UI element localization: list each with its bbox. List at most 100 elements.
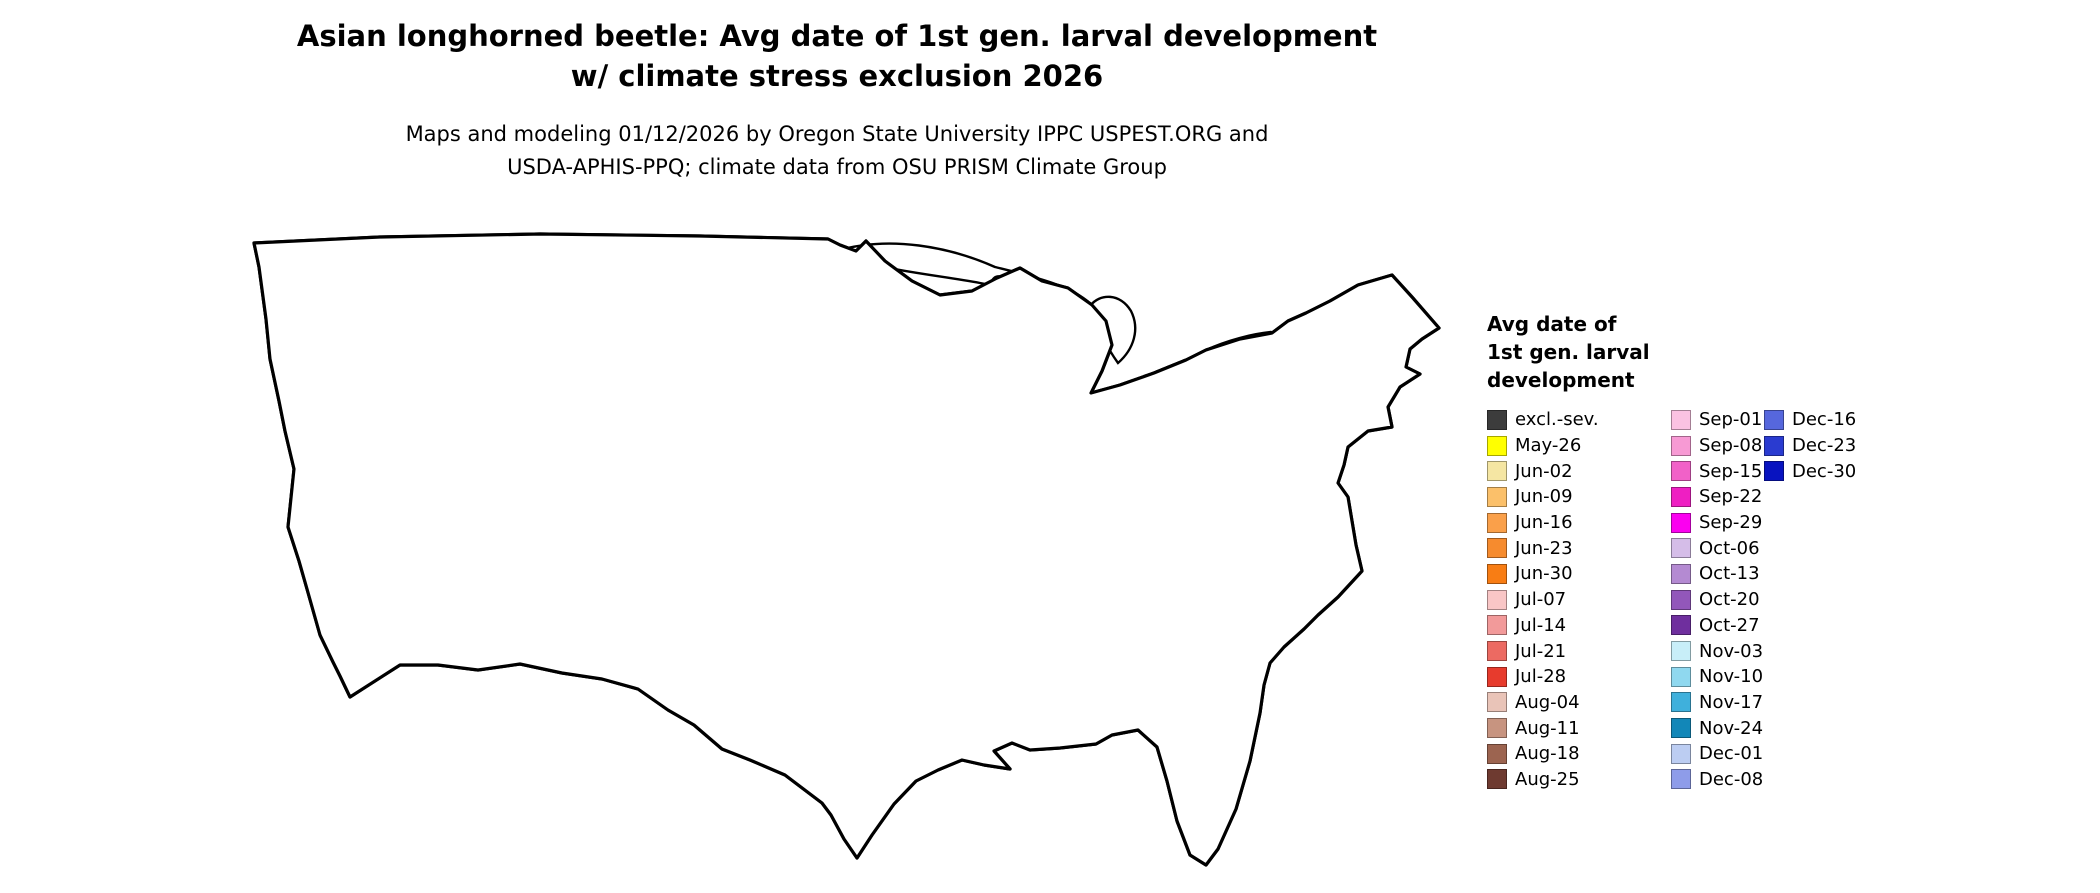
legend-row: Sep-22 [1671, 484, 1763, 510]
legend-label: Jul-21 [1515, 640, 1567, 662]
legend-row: Aug-11 [1487, 715, 1599, 741]
legend-swatch [1671, 589, 1691, 610]
legend-row: Jun-16 [1487, 510, 1599, 536]
legend-label: Nov-17 [1699, 691, 1764, 713]
legend-swatch [1487, 641, 1507, 662]
legend-row: May-26 [1487, 433, 1599, 459]
legend-label: Oct-20 [1699, 589, 1760, 611]
legend-row: Jun-02 [1487, 458, 1599, 484]
legend-row: Oct-20 [1671, 587, 1763, 613]
legend-row: Aug-25 [1487, 767, 1599, 793]
legend-swatch [1671, 512, 1691, 533]
legend-swatch [1487, 486, 1507, 507]
legend-label: Dec-01 [1699, 743, 1764, 765]
legend-label: excl.-sev. [1515, 409, 1599, 431]
legend-row: Sep-08 [1671, 433, 1763, 459]
legend-row: Aug-18 [1487, 741, 1599, 767]
legend-label: Sep-22 [1699, 486, 1763, 508]
legend-label: Sep-01 [1699, 409, 1763, 431]
legend-swatch [1764, 409, 1784, 430]
legend-row: Aug-04 [1487, 690, 1599, 716]
us-map [240, 221, 1465, 889]
subtitle-line-2: USDA-APHIS-PPQ; climate data from OSU PR… [507, 155, 1167, 179]
legend-swatch [1671, 743, 1691, 764]
legend-swatch [1671, 718, 1691, 739]
legend-swatch [1671, 769, 1691, 790]
legend-row: Dec-23 [1764, 433, 1856, 459]
legend-swatch [1764, 435, 1784, 456]
subtitle-line-1: Maps and modeling 01/12/2026 by Oregon S… [405, 122, 1269, 146]
legend-label: Jun-30 [1515, 563, 1573, 585]
legend-row: Sep-29 [1671, 510, 1763, 536]
title-line-2: w/ climate stress exclusion 2026 [570, 59, 1104, 93]
legend-row: Sep-15 [1671, 458, 1763, 484]
legend-row: Nov-24 [1671, 715, 1763, 741]
legend-label: Oct-06 [1699, 537, 1760, 559]
legend-swatch [1671, 615, 1691, 636]
legend-swatch [1671, 563, 1691, 584]
legend-swatch [1487, 512, 1507, 533]
legend-row: Jul-14 [1487, 613, 1599, 639]
legend-title-line-2: 1st gen. larval [1487, 340, 1650, 364]
legend-label: Jul-14 [1515, 614, 1567, 636]
title-line-1: Asian longhorned beetle: Avg date of 1st… [296, 19, 1378, 53]
legend-label: Oct-27 [1699, 614, 1760, 636]
legend-swatch [1487, 743, 1507, 764]
legend-label: Dec-23 [1792, 435, 1857, 457]
legend-row: Jul-21 [1487, 638, 1599, 664]
legend-title-line-3: development [1487, 368, 1635, 392]
legend-swatch [1487, 666, 1507, 687]
legend-label: Jun-16 [1515, 512, 1573, 534]
legend-label: Nov-03 [1699, 640, 1764, 662]
legend-row: Jul-07 [1487, 587, 1599, 613]
legend-swatch [1487, 435, 1507, 456]
subtitle: Maps and modeling 01/12/2026 by Oregon S… [0, 118, 1674, 184]
legend-label: Aug-25 [1515, 768, 1580, 790]
legend-row: Oct-06 [1671, 535, 1763, 561]
legend-row: Nov-10 [1671, 664, 1763, 690]
legend-row: excl.-sev. [1487, 407, 1599, 433]
legend-row: Jun-23 [1487, 535, 1599, 561]
us-map-svg [252, 232, 1441, 867]
legend-swatch [1487, 615, 1507, 636]
legend-swatch [1487, 718, 1507, 739]
legend-label: Dec-08 [1699, 768, 1764, 790]
legend-swatch [1487, 409, 1507, 430]
legend-label: Jun-02 [1515, 460, 1573, 482]
legend-label: Dec-30 [1792, 460, 1857, 482]
legend-swatch [1487, 589, 1507, 610]
legend-row: Jun-09 [1487, 484, 1599, 510]
legend-label: Aug-11 [1515, 717, 1580, 739]
legend-swatch [1671, 692, 1691, 713]
page-title: Asian longhorned beetle: Avg date of 1st… [0, 16, 1674, 96]
region-yellow [854, 854, 1224, 865]
legend-swatch [1671, 435, 1691, 456]
legend-row: Dec-08 [1671, 767, 1763, 793]
legend-swatch [1487, 538, 1507, 559]
legend-swatch [1671, 666, 1691, 687]
legend-swatch [1671, 461, 1691, 482]
legend-swatch [1671, 538, 1691, 559]
legend-row: Jul-28 [1487, 664, 1599, 690]
map-outline-overlay [252, 232, 1441, 867]
legend-label: Nov-24 [1699, 717, 1764, 739]
legend-swatch [1487, 769, 1507, 790]
legend-swatch [1487, 692, 1507, 713]
legend-label: Sep-08 [1699, 435, 1763, 457]
legend-title: Avg date of 1st gen. larval development [1487, 310, 1727, 394]
legend-row: Dec-30 [1764, 458, 1856, 484]
legend-label: May-26 [1515, 435, 1582, 457]
legend-label: Oct-13 [1699, 563, 1760, 585]
legend-swatch [1671, 641, 1691, 662]
legend-swatch [1671, 409, 1691, 430]
legend-column-3: Dec-16 Dec-23 Dec-30 [1764, 407, 1856, 484]
legend-row: Oct-13 [1671, 561, 1763, 587]
legend-row: Nov-03 [1671, 638, 1763, 664]
legend-label: Aug-04 [1515, 691, 1580, 713]
legend-swatch [1764, 461, 1784, 482]
legend-label: Jul-07 [1515, 589, 1567, 611]
legend-label: Dec-16 [1792, 409, 1857, 431]
legend-row: Nov-17 [1671, 690, 1763, 716]
region-cream [858, 838, 1228, 855]
legend-row: Jun-30 [1487, 561, 1599, 587]
